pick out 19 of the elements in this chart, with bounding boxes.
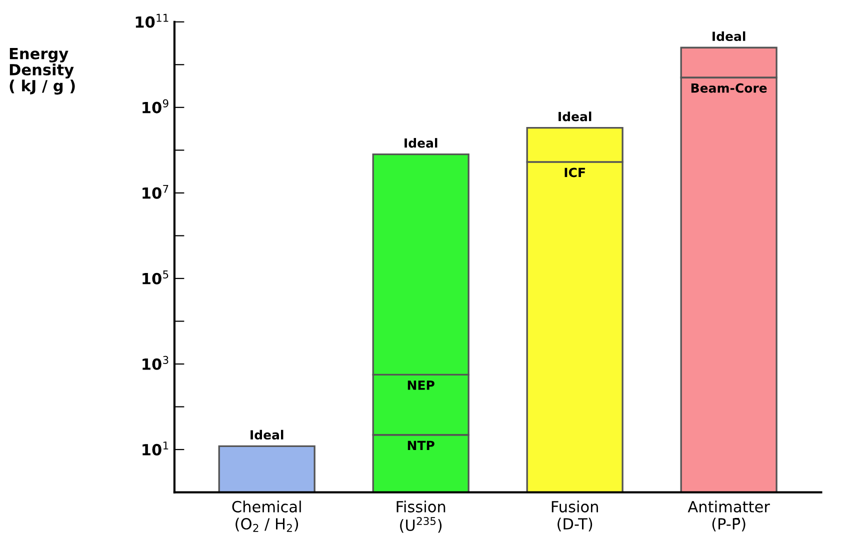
data-label: Ideal (404, 138, 438, 148)
y-tick-label: 10$^{7}$ (142, 184, 168, 199)
data-label: Ideal (712, 31, 746, 42)
data-label: Ideal (558, 112, 592, 122)
data-label: NTP (408, 440, 434, 450)
x-tick-label: Chemical (O$_{2}$ / H$_{2}$) (232, 500, 301, 532)
data-label: Beam-Core (691, 83, 767, 93)
data-label: NEP (408, 380, 434, 390)
y-tick-label: 10$^{1}$ (142, 442, 168, 456)
y-tick-label: 10$^{3}$ (142, 356, 168, 370)
y-axis-title: Energy Density ( kJ / g ) (10, 48, 75, 95)
data-label: Ideal (250, 430, 284, 440)
y-tick-label: 10$^{9}$ (142, 99, 168, 114)
x-tick-label: Antimatter (P-P̄) (688, 500, 770, 532)
x-tick-label: Fusion (D-T) (552, 500, 598, 532)
y-tick-label: 10$^{11}$ (136, 14, 168, 28)
x-tick-label: Fission (U$^{235}$) (396, 500, 446, 533)
data-label: ICF (564, 168, 585, 178)
y-tick-label: 10$^{5}$ (142, 270, 168, 284)
